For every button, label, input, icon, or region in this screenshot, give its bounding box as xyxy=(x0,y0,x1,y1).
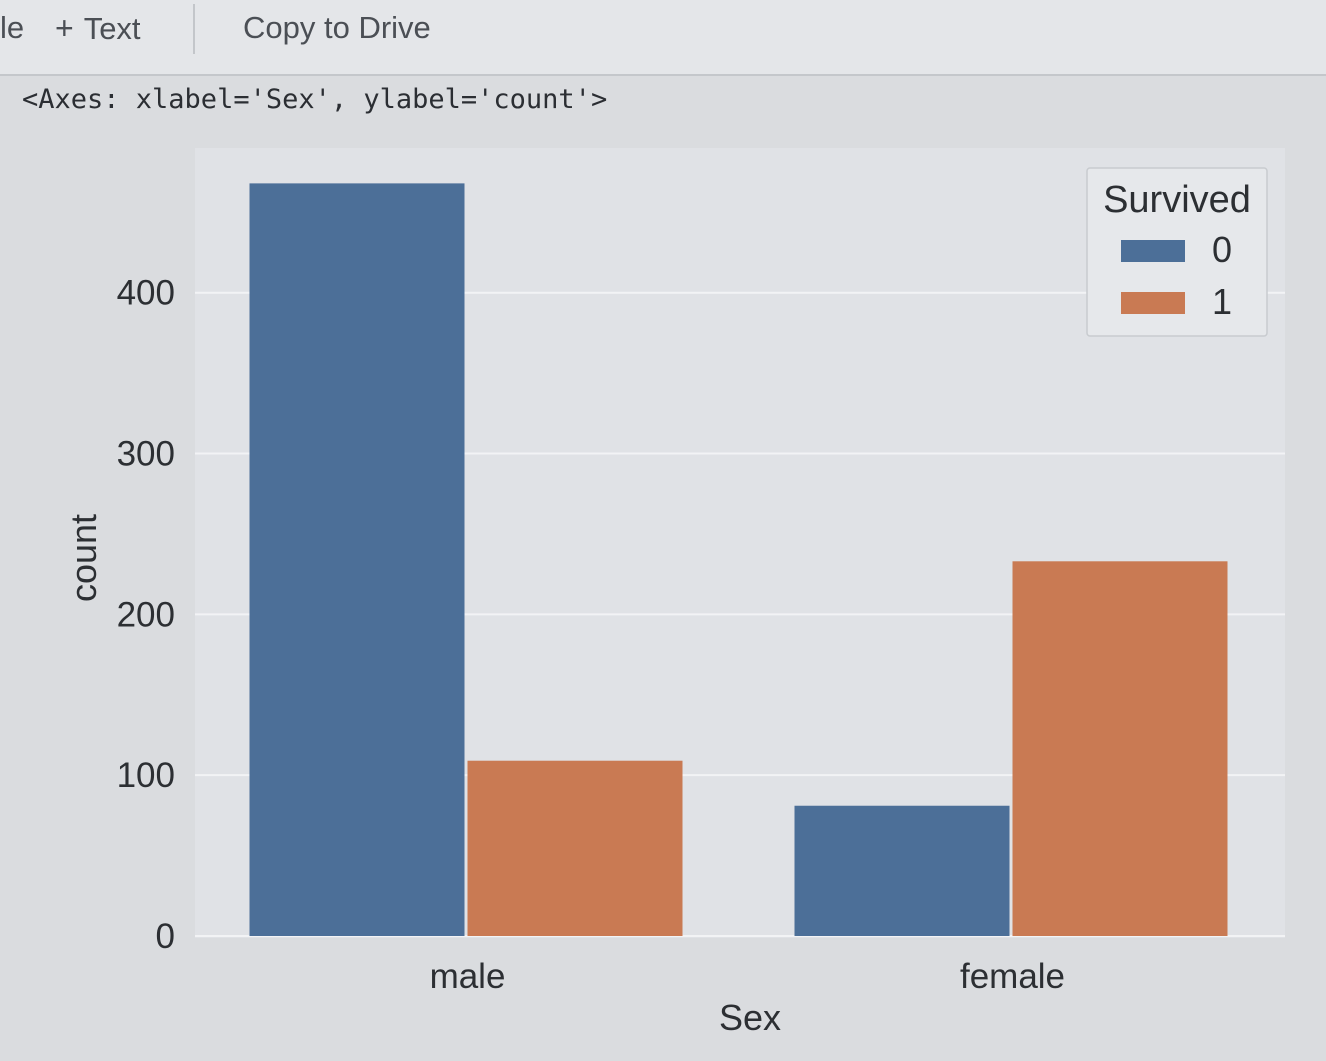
y-tick-label: 200 xyxy=(117,595,175,634)
cell-output-repr: <Axes: xlabel='Sex', ylabel='count'> xyxy=(22,84,608,115)
legend: Survived 0 1 xyxy=(1086,167,1268,337)
add-text-button[interactable]: + Text xyxy=(55,10,141,47)
bar-male-1 xyxy=(467,760,683,936)
x-tick-label: female xyxy=(960,957,1065,996)
notebook-toolbar: le + Text Copy to Drive xyxy=(0,0,1326,76)
y-tick-label: 400 xyxy=(117,274,175,313)
x-tick-labels: male female xyxy=(430,957,1065,996)
legend-swatch-0 xyxy=(1121,240,1185,262)
toolbar-divider xyxy=(193,4,195,54)
y-tick-label: 100 xyxy=(117,756,175,795)
y-tick-label: 300 xyxy=(117,435,175,474)
add-text-label: Text xyxy=(83,11,141,46)
plus-icon: + xyxy=(55,10,74,46)
y-tick-label: 0 xyxy=(156,917,175,956)
x-tick-label: male xyxy=(430,957,506,996)
legend-label: 1 xyxy=(1212,281,1232,322)
bar-female-0 xyxy=(794,805,1010,936)
bars xyxy=(249,183,1228,937)
bar-female-1 xyxy=(1012,561,1228,936)
legend-title: Survived xyxy=(1103,179,1251,221)
legend-label: 0 xyxy=(1212,229,1232,270)
x-axis-label: Sex xyxy=(719,997,781,1038)
y-tick-labels: 0 100 200 300 400 xyxy=(117,274,175,956)
copy-to-drive-button[interactable]: Copy to Drive xyxy=(243,10,431,45)
y-axis-label: count xyxy=(63,514,104,602)
bar-male-0 xyxy=(249,183,465,937)
legend-swatch-1 xyxy=(1121,292,1185,314)
toolbar-partial-item[interactable]: le xyxy=(0,10,25,45)
